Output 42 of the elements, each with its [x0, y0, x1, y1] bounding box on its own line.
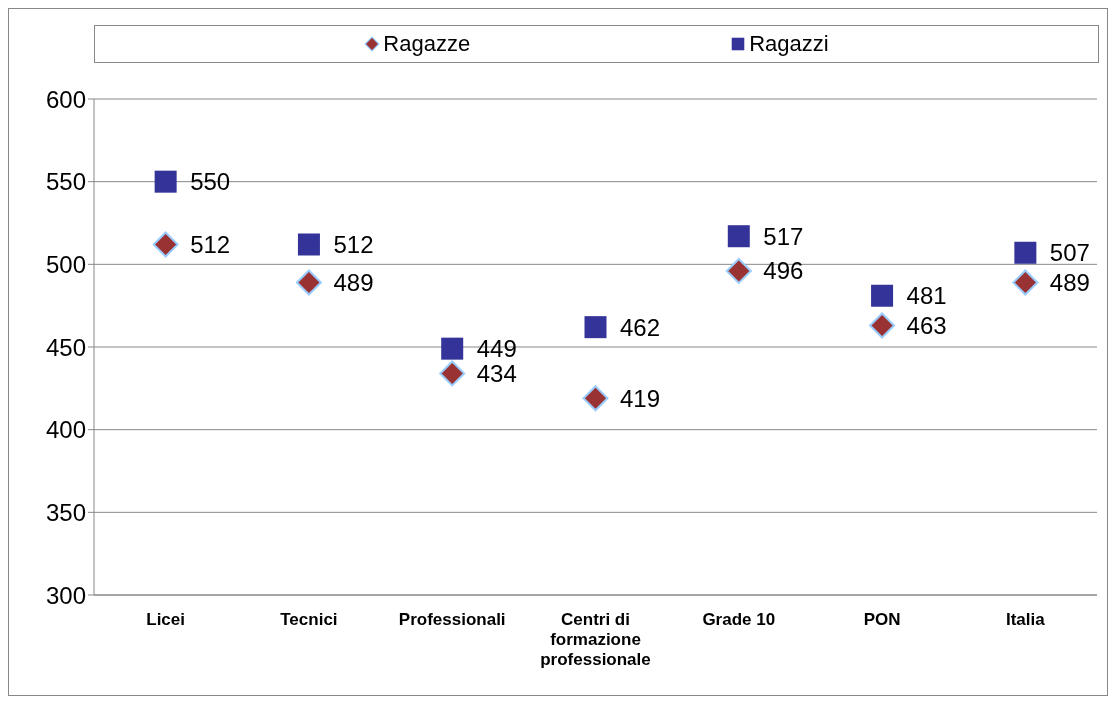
- legend-label: Ragazze: [382, 31, 471, 57]
- y-tick-label: 550: [45, 168, 86, 196]
- point: [871, 284, 894, 307]
- point: [152, 231, 179, 258]
- y-tick-label: 600: [45, 85, 86, 113]
- point: [584, 316, 607, 339]
- x-tick-label: Centri di formazione professionale: [540, 610, 651, 669]
- x-tick-label: Professionali: [398, 610, 506, 629]
- x-tick-label: Tecnici: [280, 610, 338, 629]
- point: [154, 170, 177, 193]
- data-label: 489: [1049, 269, 1090, 297]
- data-label: 512: [190, 231, 231, 259]
- point: [582, 385, 609, 412]
- data-label: 496: [763, 257, 804, 285]
- point: [297, 233, 320, 256]
- x-tick-label: Licei: [146, 610, 186, 629]
- data-label: 550: [190, 168, 231, 196]
- y-tick-label: 400: [45, 416, 86, 444]
- data-label: 512: [333, 231, 374, 259]
- point: [439, 360, 466, 387]
- point: [869, 312, 896, 339]
- x-tick-label: PON: [863, 610, 901, 629]
- point: [441, 337, 464, 360]
- data-label: 481: [906, 282, 947, 310]
- point: [725, 257, 752, 284]
- y-tick-label: 300: [45, 581, 86, 609]
- data-label: 489: [333, 269, 374, 297]
- point: [1012, 269, 1039, 296]
- y-tick-label: 350: [45, 498, 86, 526]
- point: [295, 269, 322, 296]
- data-label: 517: [763, 222, 804, 250]
- data-label: 507: [1049, 239, 1090, 267]
- y-tick-label: 450: [45, 333, 86, 361]
- x-tick-label: Grade 10: [702, 610, 776, 629]
- data-label: 419: [620, 384, 661, 412]
- data-label: 463: [906, 312, 947, 340]
- y-tick-label: 500: [45, 250, 86, 278]
- legend-label: Ragazzi: [748, 31, 829, 57]
- data-label: 462: [620, 313, 661, 341]
- point: [727, 225, 750, 248]
- point: [1014, 241, 1037, 264]
- x-tick-label: Italia: [1005, 610, 1046, 629]
